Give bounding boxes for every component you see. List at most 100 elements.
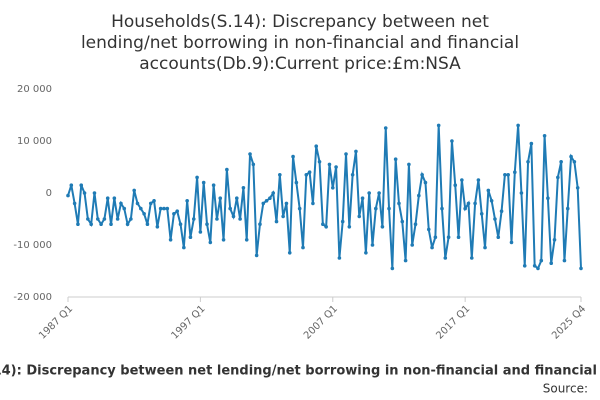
data-point bbox=[142, 212, 146, 216]
data-point bbox=[473, 201, 477, 206]
data-point bbox=[162, 206, 166, 211]
data-point bbox=[268, 196, 272, 200]
data-point bbox=[231, 214, 236, 219]
data-point bbox=[155, 225, 160, 229]
data-point bbox=[489, 199, 494, 203]
x-tick-label: 1997 Q1 bbox=[170, 303, 208, 341]
data-point bbox=[244, 238, 249, 242]
data-point bbox=[436, 123, 441, 128]
data-point bbox=[529, 141, 534, 146]
data-point bbox=[417, 193, 421, 198]
data-point bbox=[330, 186, 335, 190]
data-point bbox=[317, 160, 322, 164]
data-point bbox=[364, 251, 368, 255]
data-point bbox=[374, 206, 378, 211]
data-point bbox=[112, 196, 117, 200]
data-point bbox=[453, 183, 458, 187]
data-point bbox=[370, 243, 375, 247]
data-point bbox=[499, 209, 504, 213]
data-point bbox=[254, 253, 259, 258]
data-point bbox=[294, 180, 299, 185]
data-point bbox=[234, 196, 239, 200]
source: Source: bbox=[543, 382, 588, 396]
data-point bbox=[367, 191, 371, 195]
data-point bbox=[575, 186, 580, 190]
data-point bbox=[261, 201, 266, 206]
data-point bbox=[284, 201, 289, 206]
data-point bbox=[158, 206, 163, 211]
x-tick-label: 2007 Q1 bbox=[302, 303, 340, 341]
data-point bbox=[324, 225, 328, 229]
data-point bbox=[542, 134, 547, 138]
data-point bbox=[225, 167, 229, 172]
data-point bbox=[469, 256, 474, 260]
data-point bbox=[291, 154, 295, 159]
data-point bbox=[430, 245, 434, 250]
data-point bbox=[287, 251, 292, 255]
data-point bbox=[264, 199, 269, 203]
y-tick-label: -20 000 bbox=[13, 292, 52, 303]
data-point bbox=[72, 201, 77, 206]
data-point bbox=[579, 266, 583, 271]
data-point bbox=[69, 183, 74, 187]
data-point bbox=[238, 217, 242, 221]
data-point bbox=[387, 206, 391, 211]
data-point bbox=[182, 245, 186, 250]
x-axis-label: Households(S.14): Discrepancy between ne… bbox=[0, 364, 600, 379]
data-point bbox=[420, 173, 424, 177]
data-point bbox=[506, 173, 510, 177]
data-point bbox=[486, 188, 491, 193]
data-point bbox=[476, 178, 481, 182]
data-point bbox=[211, 183, 216, 187]
data-point bbox=[383, 126, 388, 130]
data-point bbox=[413, 222, 418, 226]
data-point bbox=[145, 222, 150, 226]
data-point bbox=[102, 217, 107, 221]
data-point bbox=[450, 139, 454, 143]
data-point bbox=[168, 238, 173, 242]
data-point bbox=[76, 222, 80, 226]
data-point bbox=[466, 201, 471, 206]
data-point bbox=[390, 266, 395, 271]
data-point bbox=[516, 123, 520, 128]
data-point bbox=[513, 170, 517, 174]
data-point bbox=[92, 191, 97, 195]
data-point bbox=[175, 209, 180, 213]
data-point bbox=[549, 261, 554, 266]
data-point bbox=[446, 235, 451, 239]
x-tick-label: 2025 Q4 bbox=[550, 303, 588, 341]
data-point bbox=[297, 206, 302, 211]
data-point bbox=[380, 225, 385, 229]
data-point bbox=[66, 193, 70, 198]
data-point bbox=[105, 196, 110, 200]
data-point bbox=[241, 186, 246, 190]
data-point bbox=[460, 178, 464, 182]
data-point bbox=[443, 256, 448, 260]
data-point bbox=[208, 240, 213, 245]
data-point bbox=[122, 206, 127, 211]
data-point bbox=[347, 225, 352, 229]
data-point bbox=[354, 149, 358, 154]
data-point bbox=[556, 175, 560, 180]
data-point bbox=[178, 222, 183, 226]
y-tick-label: 0 bbox=[46, 188, 52, 199]
data-point bbox=[185, 199, 189, 203]
data-point bbox=[552, 238, 557, 242]
data-point bbox=[410, 243, 415, 247]
data-point bbox=[139, 206, 143, 211]
data-point bbox=[456, 235, 461, 239]
data-point bbox=[337, 256, 342, 260]
data-point bbox=[479, 212, 484, 216]
data-point bbox=[221, 238, 226, 242]
series-line bbox=[67, 125, 582, 270]
data-point bbox=[165, 206, 170, 211]
data-point bbox=[314, 144, 319, 148]
data-point bbox=[360, 196, 365, 200]
data-point bbox=[119, 201, 123, 206]
data-point bbox=[248, 152, 252, 156]
data-point bbox=[129, 217, 133, 221]
data-point bbox=[493, 217, 497, 221]
data-point bbox=[463, 206, 467, 211]
data-point bbox=[132, 188, 136, 193]
data-point bbox=[148, 201, 153, 206]
